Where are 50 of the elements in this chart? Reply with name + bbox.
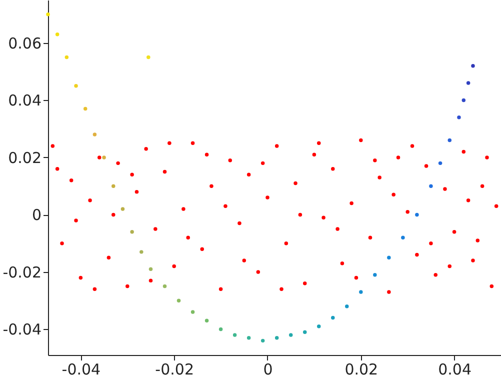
point <box>260 338 265 343</box>
point <box>55 32 60 36</box>
point <box>74 84 78 88</box>
y-tick-label: -0.02 <box>2 263 42 282</box>
y-tick-label: -0.04 <box>2 320 42 339</box>
point <box>429 184 433 188</box>
y-tick-label: 0.06 <box>8 34 42 52</box>
point <box>471 64 475 68</box>
point <box>373 272 377 277</box>
x-tick-label: 0.02 <box>344 360 378 378</box>
y-tick-label: 0 <box>32 206 42 224</box>
point <box>46 12 50 16</box>
point <box>102 156 106 160</box>
point <box>438 161 442 166</box>
point <box>345 304 349 308</box>
point <box>148 267 153 271</box>
point <box>83 106 88 111</box>
point <box>466 81 470 85</box>
point <box>387 256 391 260</box>
point <box>204 318 209 323</box>
point <box>176 298 181 302</box>
point <box>190 310 195 314</box>
point <box>415 212 419 217</box>
x-tick-label: 0.04 <box>438 360 472 378</box>
point <box>462 98 466 102</box>
point <box>359 290 363 294</box>
point <box>448 138 452 142</box>
point <box>288 333 293 337</box>
point <box>274 336 279 340</box>
point <box>146 55 150 60</box>
point <box>162 284 167 288</box>
point <box>246 336 251 340</box>
point <box>457 116 461 120</box>
point <box>302 330 307 334</box>
x-tick-label: -0.02 <box>155 360 194 378</box>
point <box>232 333 237 337</box>
point <box>120 207 125 211</box>
point <box>331 316 335 320</box>
y-tick-label: 0.04 <box>8 92 42 110</box>
x-tick-label: 0 <box>263 360 273 378</box>
point <box>64 55 69 60</box>
point <box>218 327 223 332</box>
point <box>401 236 405 240</box>
point <box>140 250 144 254</box>
x-tick-label: -0.04 <box>62 360 101 378</box>
point <box>92 132 97 136</box>
point <box>130 230 134 234</box>
point <box>316 324 321 328</box>
y-tick-label: 0.02 <box>8 148 42 167</box>
point <box>112 184 116 188</box>
